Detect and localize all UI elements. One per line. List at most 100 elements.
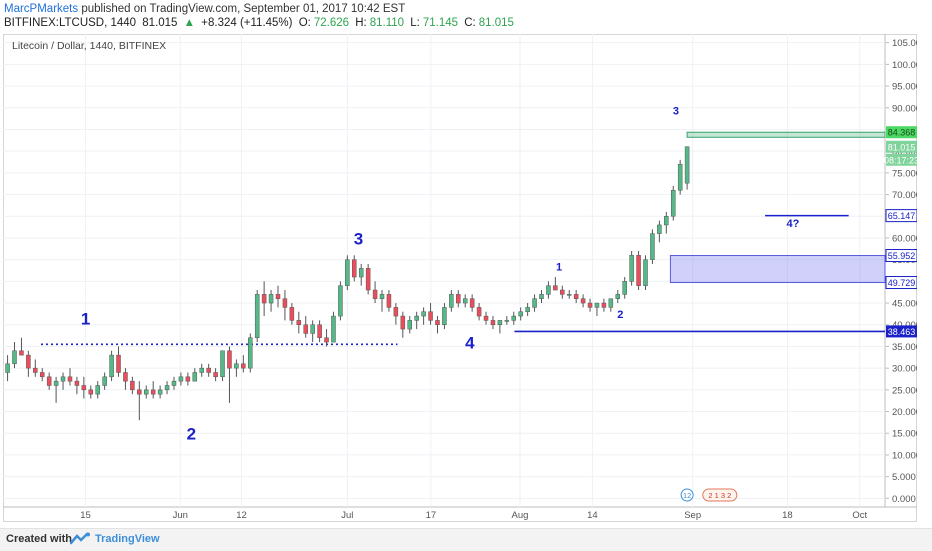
price-badge-label: 49.729 [888,278,916,288]
price-badge-label: 65.147 [888,211,916,221]
wave-label: 3 [354,229,363,248]
candle-body [684,146,690,184]
y-tick-label: 10.000 [892,450,917,461]
event-dividend-icon [702,488,738,502]
countdown-label: 08:17:23 [884,155,917,165]
tradingview-brand[interactable]: TradingView [95,533,160,545]
candle-body [178,376,184,382]
quote-line: BITFINEX:LTCUSD, 1440 81.015 ▲ +8.324 (+… [4,16,517,30]
y-tick-label: 90.000 [892,103,917,114]
countdown-badge [886,153,917,166]
candle-body [157,389,163,395]
author-name[interactable]: MarcPMarkets [4,3,79,15]
candle-body [338,285,343,317]
candle-body [476,307,482,317]
y-tick-label: 5.000 [892,472,916,483]
candle-body [449,294,454,308]
y-tick-label: 60.000 [892,233,917,244]
candle-body [26,354,31,369]
candle-body [615,294,621,299]
candle-body [39,372,45,378]
wave-label: 4 [465,334,475,353]
x-tick-label: 17 [426,510,437,521]
candle-body [289,307,295,321]
event-flag-label: 12 [683,491,691,500]
candle-body [164,385,170,391]
price-axis[interactable]: 0.000 5.000 10.000 15.000 20.000 25.000 30.000… [884,38,926,505]
y-tick-label: 35.000 [892,342,917,353]
candle-body [248,337,253,369]
candle-body [67,376,73,382]
wave-label: 4? [787,218,800,230]
event-flag-icon [680,488,694,502]
published-text: published on TradingView.com, September … [81,3,406,15]
candle-body [629,255,634,282]
chart-header: MarcPMarkets published on TradingView.co… [4,2,517,30]
candle-body [400,315,406,330]
candle-body [310,324,315,334]
time-axis[interactable]: 15 Jun 12 Jul 17 Aug 14 Sep 18 Oct [80,510,867,521]
candle-body [88,389,94,395]
candle-body [60,376,66,382]
candle-body [546,285,551,295]
change-value: +8.324 (+11.45%) [201,17,293,29]
candle-body [254,294,260,339]
x-tick-label: 14 [587,510,598,521]
chart-legend: Litecoin / Dollar, 1440, BITFINEX [12,40,167,52]
candle-body [421,311,426,317]
candle-body [386,294,392,308]
price-badge-label: 81.015 [888,142,916,152]
y-tick-label: 105.000 [892,38,917,49]
candle-body [677,163,683,191]
price-badge [886,126,917,139]
close-label: C: [464,17,476,29]
candle-body [144,389,149,395]
candle-body [185,376,191,382]
candle-body [608,298,614,308]
candle-body [372,289,378,299]
price-badge-label: 38.463 [888,327,916,337]
candle-body [95,385,100,395]
candle-body [358,268,364,278]
change-arrow-icon: ▲ [183,17,196,29]
price-badge [886,325,917,338]
wave-label: 1 [81,310,90,329]
candle-body [553,285,558,291]
open-label: O: [298,17,311,29]
wave4-zone [669,255,886,284]
x-tick-label: 15 [80,510,91,521]
candle-body [636,255,641,286]
event-dividend-label: 2 1 3 2 [708,491,731,500]
candle-body [532,298,537,308]
candle-body [518,311,523,317]
candle-body [504,320,510,322]
candle-body [317,324,322,339]
candle-body [130,380,135,391]
candle-body [483,315,489,321]
x-tick-label: 18 [782,510,793,521]
candle-body [74,380,80,386]
publish-line: MarcPMarkets published on TradingView.co… [4,2,517,16]
candle-body [227,350,232,369]
wave-label: 2 [187,425,196,444]
wave-label: 2 [617,309,623,321]
candle-body [19,350,24,356]
tradingview-logo-icon[interactable] [69,532,92,549]
x-tick-label: Aug [512,510,529,521]
candle-body [12,350,17,365]
candle-body [643,259,648,286]
x-tick-label: Sep [684,510,701,521]
candle-body [5,363,10,373]
candle-body [296,320,302,325]
candle-body [234,363,239,369]
candle-body [102,376,107,386]
candle-body [345,259,350,286]
candle-body [511,315,517,321]
candle-body [497,320,503,325]
candle-body [116,354,121,373]
candle-body [53,380,59,386]
low-value: 71.145 [422,17,459,29]
